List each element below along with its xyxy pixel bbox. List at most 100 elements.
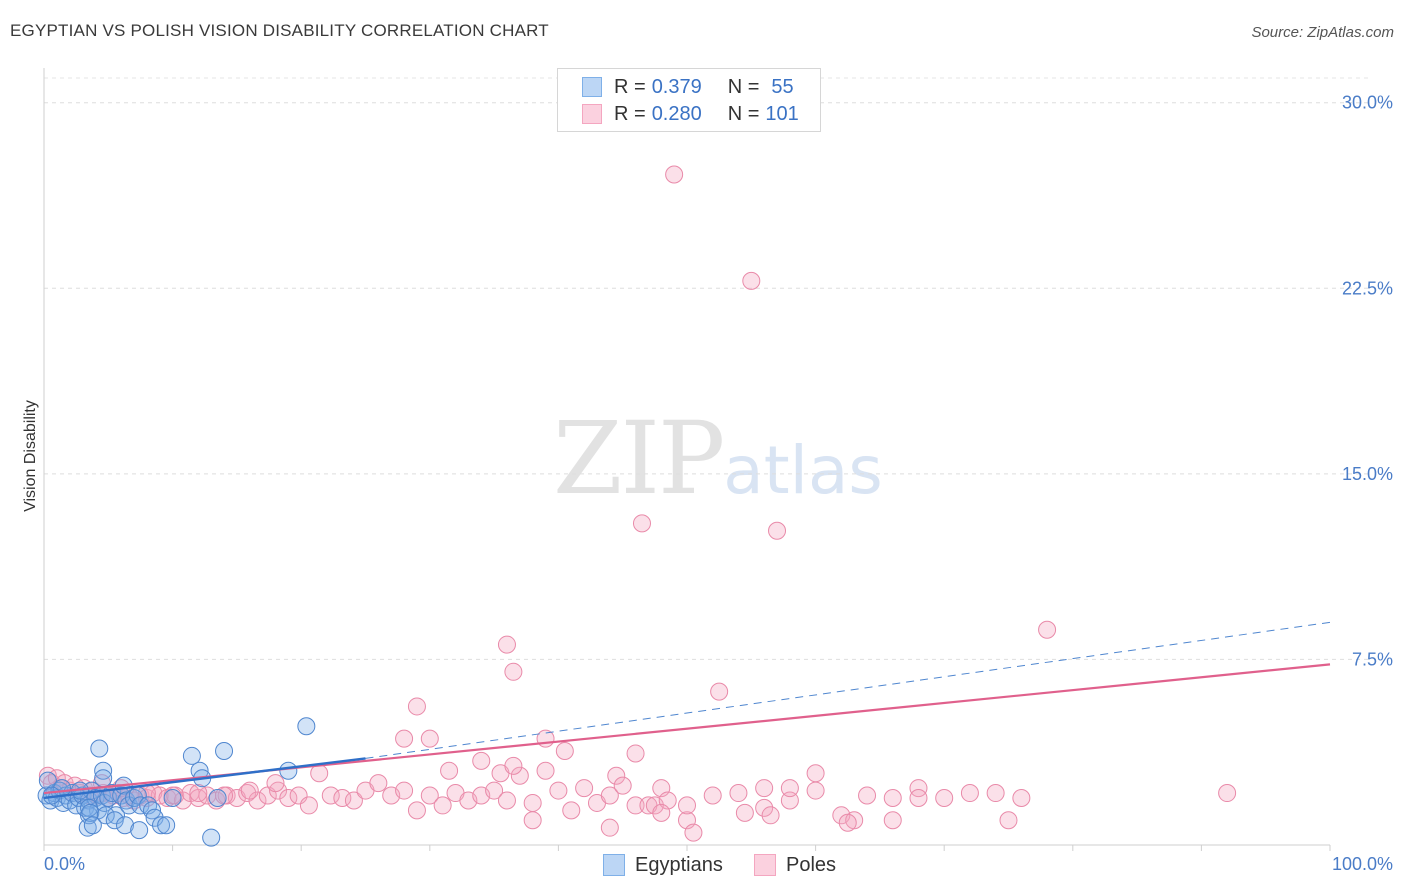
poles-swatch	[582, 104, 602, 124]
poles-point	[703, 786, 722, 805]
poles-point	[729, 784, 748, 803]
poles-point	[742, 271, 761, 290]
poles-point	[665, 165, 684, 184]
poles-point	[555, 741, 574, 760]
egyptians-point	[182, 746, 201, 765]
watermark-atlas: atlas	[723, 432, 883, 509]
poles-point	[562, 801, 581, 820]
poles-point	[189, 784, 208, 803]
poles-point	[310, 764, 329, 783]
poles-point	[407, 801, 426, 820]
poles-point	[536, 761, 555, 780]
poles-point	[935, 788, 954, 807]
poles-point	[395, 729, 414, 748]
egyptians-point	[163, 788, 182, 807]
egyptians-point	[83, 816, 102, 835]
poles-point	[321, 786, 340, 805]
egyptians-point	[94, 769, 113, 788]
legend-r-label: R =	[614, 75, 646, 98]
poles-point	[420, 786, 439, 805]
poles-point	[369, 774, 388, 793]
poles-point	[433, 796, 452, 815]
poles-point	[768, 521, 787, 540]
poles-point	[838, 813, 857, 832]
egyptians-point	[152, 816, 171, 835]
egyptians-point	[94, 761, 113, 780]
poles-point	[497, 791, 516, 810]
egyptians-point	[297, 717, 316, 736]
poles-point	[238, 784, 257, 803]
y-axis-label: Vision Disability	[22, 400, 39, 512]
poles-point	[626, 796, 645, 815]
poles-point	[510, 766, 529, 785]
legend-r-value: 0.379	[651, 75, 702, 98]
y-tick-label: 7.5%	[1352, 649, 1393, 669]
egyptians-point	[131, 796, 150, 815]
y-tick-label: 22.5%	[1342, 278, 1393, 298]
poles-point	[344, 791, 363, 810]
poles-point	[780, 779, 799, 798]
legend-row-poles: R = 0.280 N = 101	[582, 101, 799, 127]
poles-point	[407, 697, 426, 716]
watermark-zip: ZIP	[553, 400, 725, 517]
poles-point	[472, 751, 491, 770]
egyptians-point	[130, 821, 149, 840]
poles-point	[600, 818, 619, 837]
legend-n-label: N =	[727, 102, 760, 125]
legend-row-egyptians: R = 0.379 N = 55	[582, 74, 794, 100]
poles-point	[299, 796, 318, 815]
poles-point	[761, 806, 780, 825]
y-tick-label: 30.0%	[1342, 93, 1393, 113]
egyptians-legend-swatch	[603, 854, 625, 876]
poles-point	[600, 786, 619, 805]
watermark: ZIPatlas	[553, 400, 883, 517]
poles-point	[858, 786, 877, 805]
egyptians-point	[96, 806, 115, 825]
poles-point	[173, 791, 192, 810]
poles-point	[279, 788, 298, 807]
series-legend-poles: Poles	[754, 852, 836, 878]
egyptians-trendline	[43, 757, 366, 800]
poles-point	[986, 784, 1005, 803]
egyptians-point	[157, 816, 176, 835]
poles-point	[1012, 788, 1031, 807]
poles-point	[549, 781, 568, 800]
poles-point	[999, 811, 1018, 830]
poles-point	[1038, 620, 1057, 639]
correlation-legend: R = 0.379 N = 55 R = 0.280 N = 101	[557, 68, 821, 132]
poles-point	[883, 788, 902, 807]
poles-point	[523, 811, 542, 830]
x-tick-label: 100.0%	[1332, 854, 1393, 874]
legend-n-value: 101	[765, 102, 799, 125]
egyptians-swatch	[582, 77, 602, 97]
series-legend-egyptians: Egyptians	[603, 852, 723, 878]
poles-point	[735, 803, 754, 822]
poles-point	[420, 729, 439, 748]
poles-point	[960, 784, 979, 803]
poles-point	[806, 764, 825, 783]
legend-n-label: N =	[727, 75, 760, 98]
egyptians-point	[215, 741, 234, 760]
poles-legend-swatch	[754, 854, 776, 876]
y-tick-label: 15.0%	[1342, 464, 1393, 484]
legend-r-label: R =	[614, 102, 646, 125]
legend-n-value: 55	[771, 75, 794, 98]
poles-point	[1218, 784, 1237, 803]
poles-point	[504, 756, 523, 775]
egyptians-point	[105, 811, 124, 830]
poles-point	[240, 781, 259, 800]
poles-point	[755, 779, 774, 798]
poles-point	[440, 761, 459, 780]
egyptians-point	[279, 761, 298, 780]
legend-r-value: 0.280	[651, 102, 702, 125]
poles-point	[632, 514, 651, 533]
poles-point	[780, 791, 799, 810]
poles-point	[626, 744, 645, 763]
egyptians-point	[143, 801, 162, 820]
egyptians-point	[202, 828, 221, 847]
poles-point	[266, 774, 285, 793]
poles-point	[613, 776, 632, 795]
poles-point	[269, 781, 288, 800]
poles-point	[607, 766, 626, 785]
